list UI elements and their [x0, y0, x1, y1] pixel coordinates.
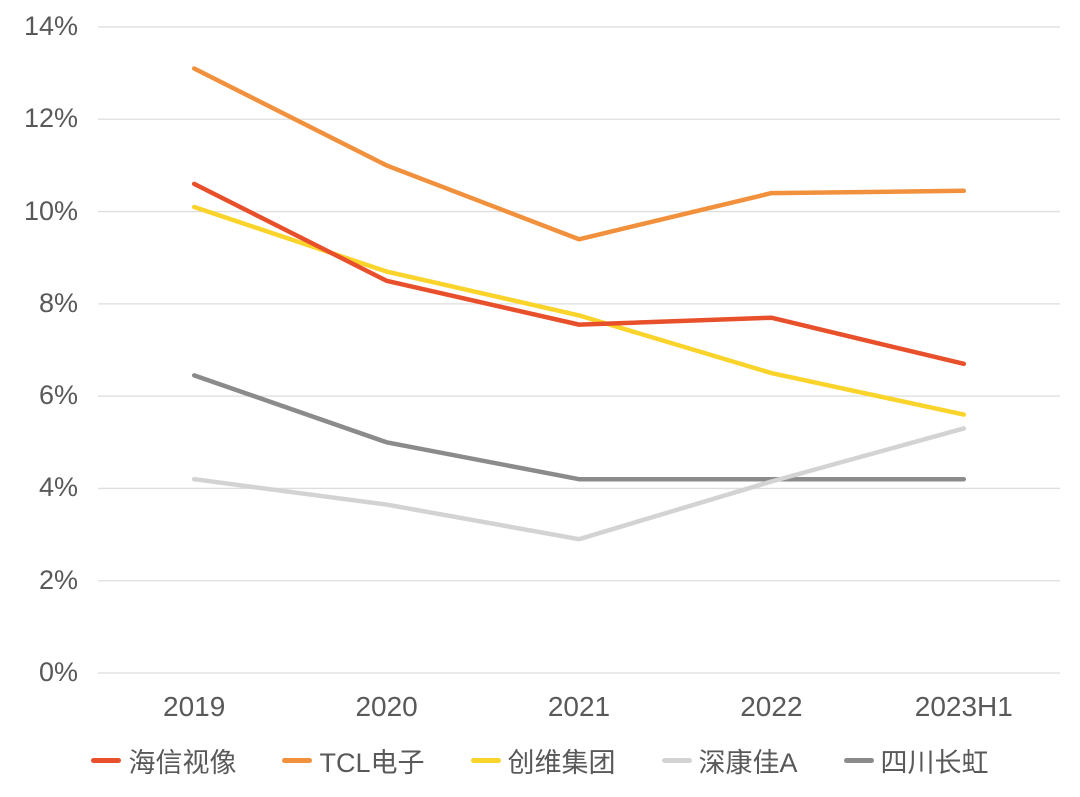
- series-line-TCL电子: [191, 66, 967, 242]
- y-axis-tick-label: 14%: [23, 10, 78, 41]
- y-axis-tick-label: 2%: [38, 564, 78, 595]
- x-axis-tick-label: 2023H1: [914, 691, 1013, 722]
- y-axis-tick-label: 4%: [38, 472, 78, 503]
- x-axis-tick-label: 2021: [547, 691, 611, 722]
- x-axis-tick-label: 2020: [355, 691, 418, 722]
- x-axis-tick-label: 2019: [163, 691, 226, 722]
- y-axis-tick-label: 10%: [23, 195, 78, 226]
- legend: 海信视像 TCL电子 创维集团 深康佳A 四川长虹: [0, 741, 1080, 780]
- legend-swatch-icon: [661, 758, 692, 763]
- legend-item: 创维集团: [470, 741, 616, 780]
- legend-item: 四川长虹: [843, 741, 989, 780]
- x-axis-tick-label: 2022: [740, 691, 803, 722]
- y-axis-tick-label: 6%: [38, 380, 78, 411]
- y-axis-tick-label: 8%: [38, 287, 78, 318]
- legend-swatch-icon: [843, 758, 874, 763]
- legend-item: 海信视像: [91, 741, 236, 780]
- legend-label: 创维集团: [507, 748, 616, 778]
- series-line-海信视像: [191, 181, 967, 367]
- y-axis-tick-label: 0%: [38, 656, 78, 687]
- legend-label: TCL电子: [319, 748, 425, 778]
- legend-swatch-icon: [470, 758, 501, 763]
- legend-label: 海信视像: [128, 748, 237, 778]
- series-line-四川长虹: [191, 373, 967, 482]
- legend-swatch-icon: [282, 758, 313, 763]
- y-axis-tick-label: 12%: [23, 103, 78, 134]
- legend-label: 深康佳A: [698, 748, 798, 778]
- series-line-深康佳A: [191, 426, 967, 542]
- legend-label: 四川长虹: [880, 748, 989, 778]
- legend-item: TCL电子: [282, 741, 425, 780]
- legend-swatch-icon: [91, 758, 122, 763]
- legend-item: 深康佳A: [661, 741, 798, 780]
